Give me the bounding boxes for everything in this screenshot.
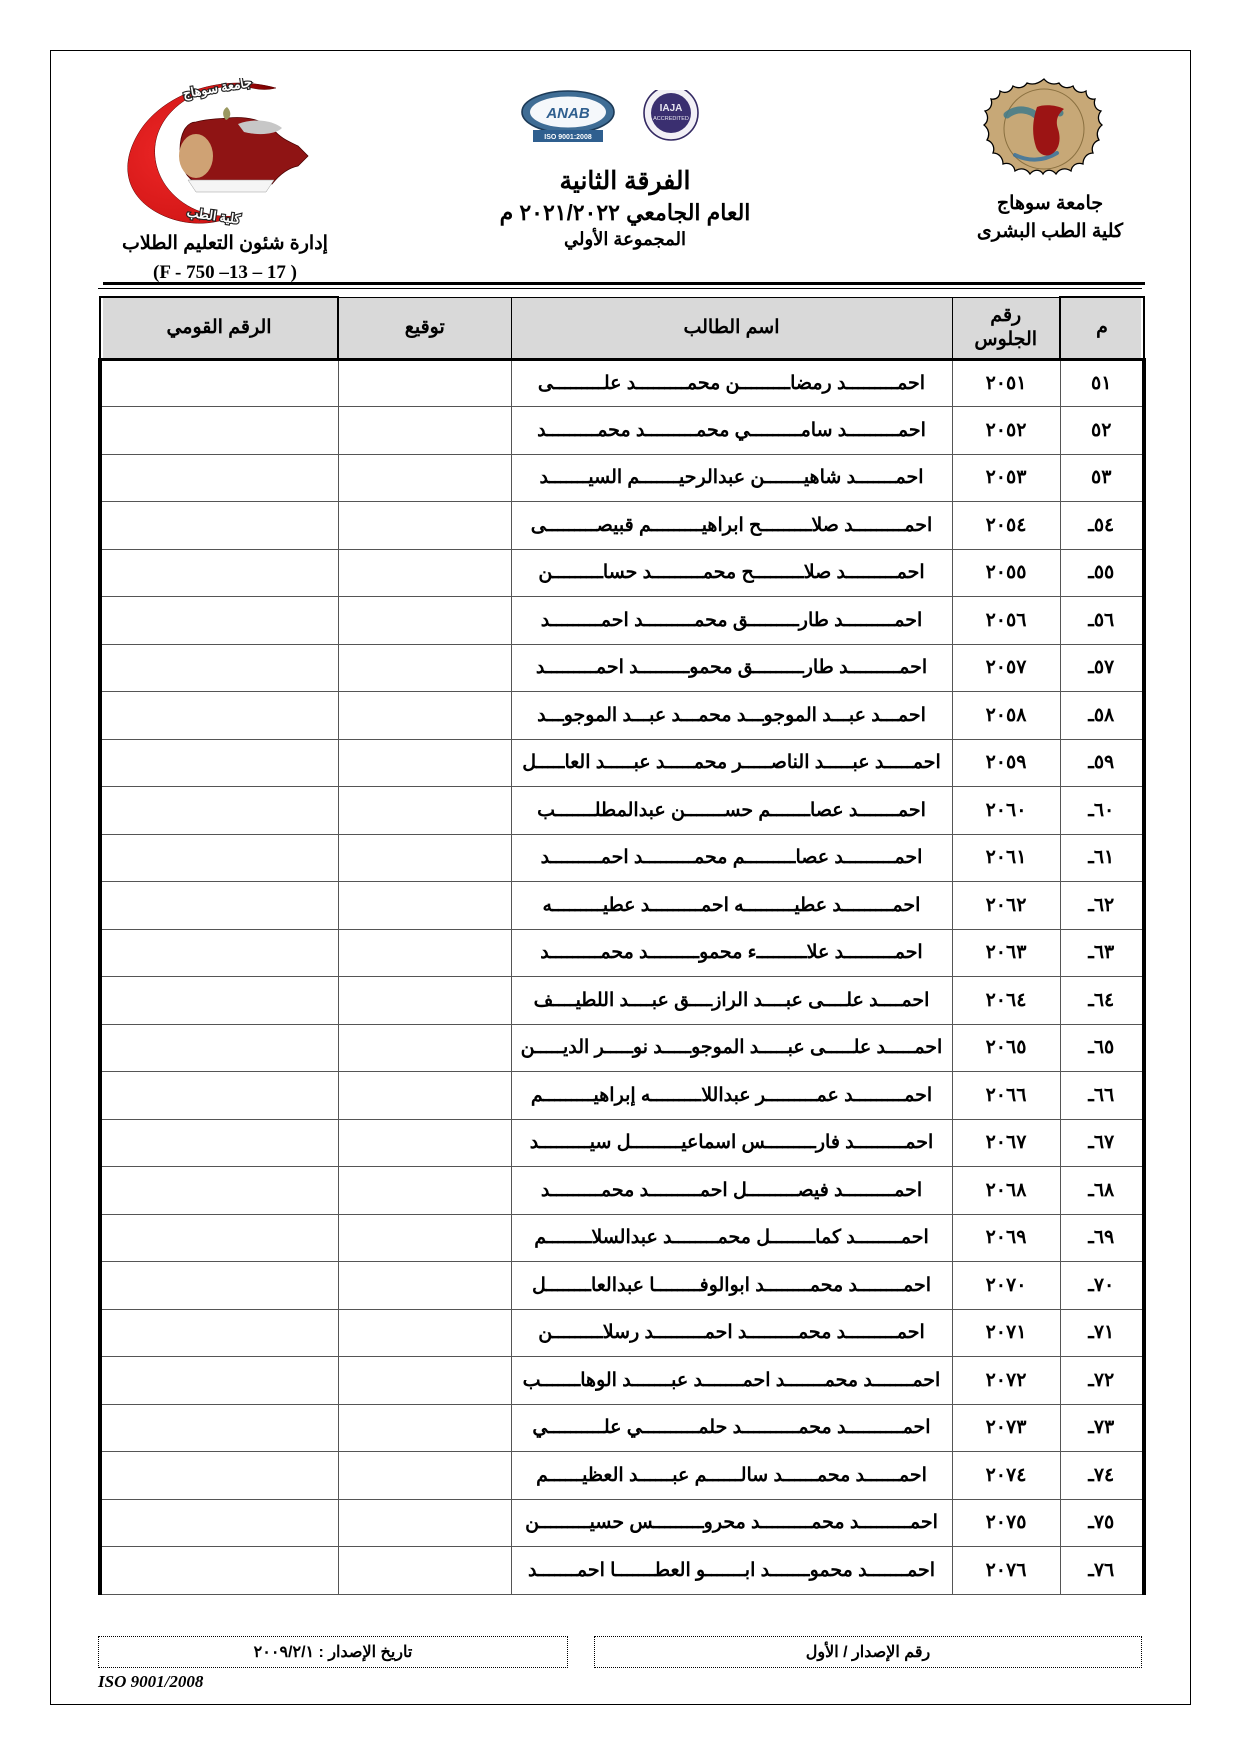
svg-text:IAJA: IAJA xyxy=(660,103,683,114)
svg-text:جامعة سوهاج: جامعة سوهاج xyxy=(182,78,254,102)
svg-text:ANAB: ANAB xyxy=(545,105,589,122)
svg-text:ISO 9001:2008: ISO 9001:2008 xyxy=(544,134,592,141)
svg-text:كلية الطب: كلية الطب xyxy=(186,205,242,227)
svg-text:ACCREDITED: ACCREDITED xyxy=(653,116,689,122)
